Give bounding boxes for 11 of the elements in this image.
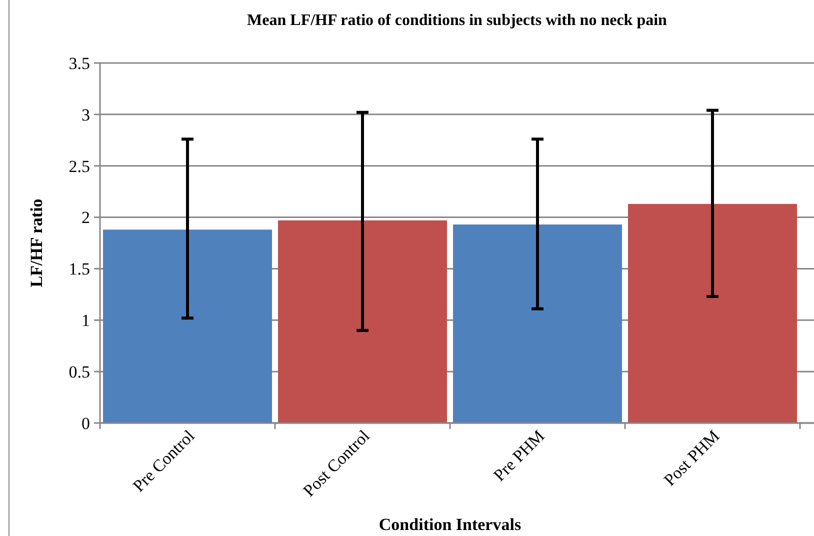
y-tick-label: 2 [82, 208, 90, 228]
y-tick-label: 3 [82, 105, 90, 124]
y-tick-label: 3.5 [68, 54, 90, 73]
y-tick-label: 2.5 [68, 156, 90, 176]
chart-title: Mean LF/HF ratio of conditions in subjects with no neck pain [247, 12, 668, 29]
y-axis-title: LF/HF ratio [27, 198, 46, 288]
y-tick-label: 1.5 [68, 260, 90, 279]
y-tick-label: 0.5 [68, 362, 90, 382]
y-tick-label: 0 [82, 414, 90, 433]
y-tick-label: 1 [82, 311, 90, 330]
x-axis-title: Condition Intervals [378, 515, 522, 534]
